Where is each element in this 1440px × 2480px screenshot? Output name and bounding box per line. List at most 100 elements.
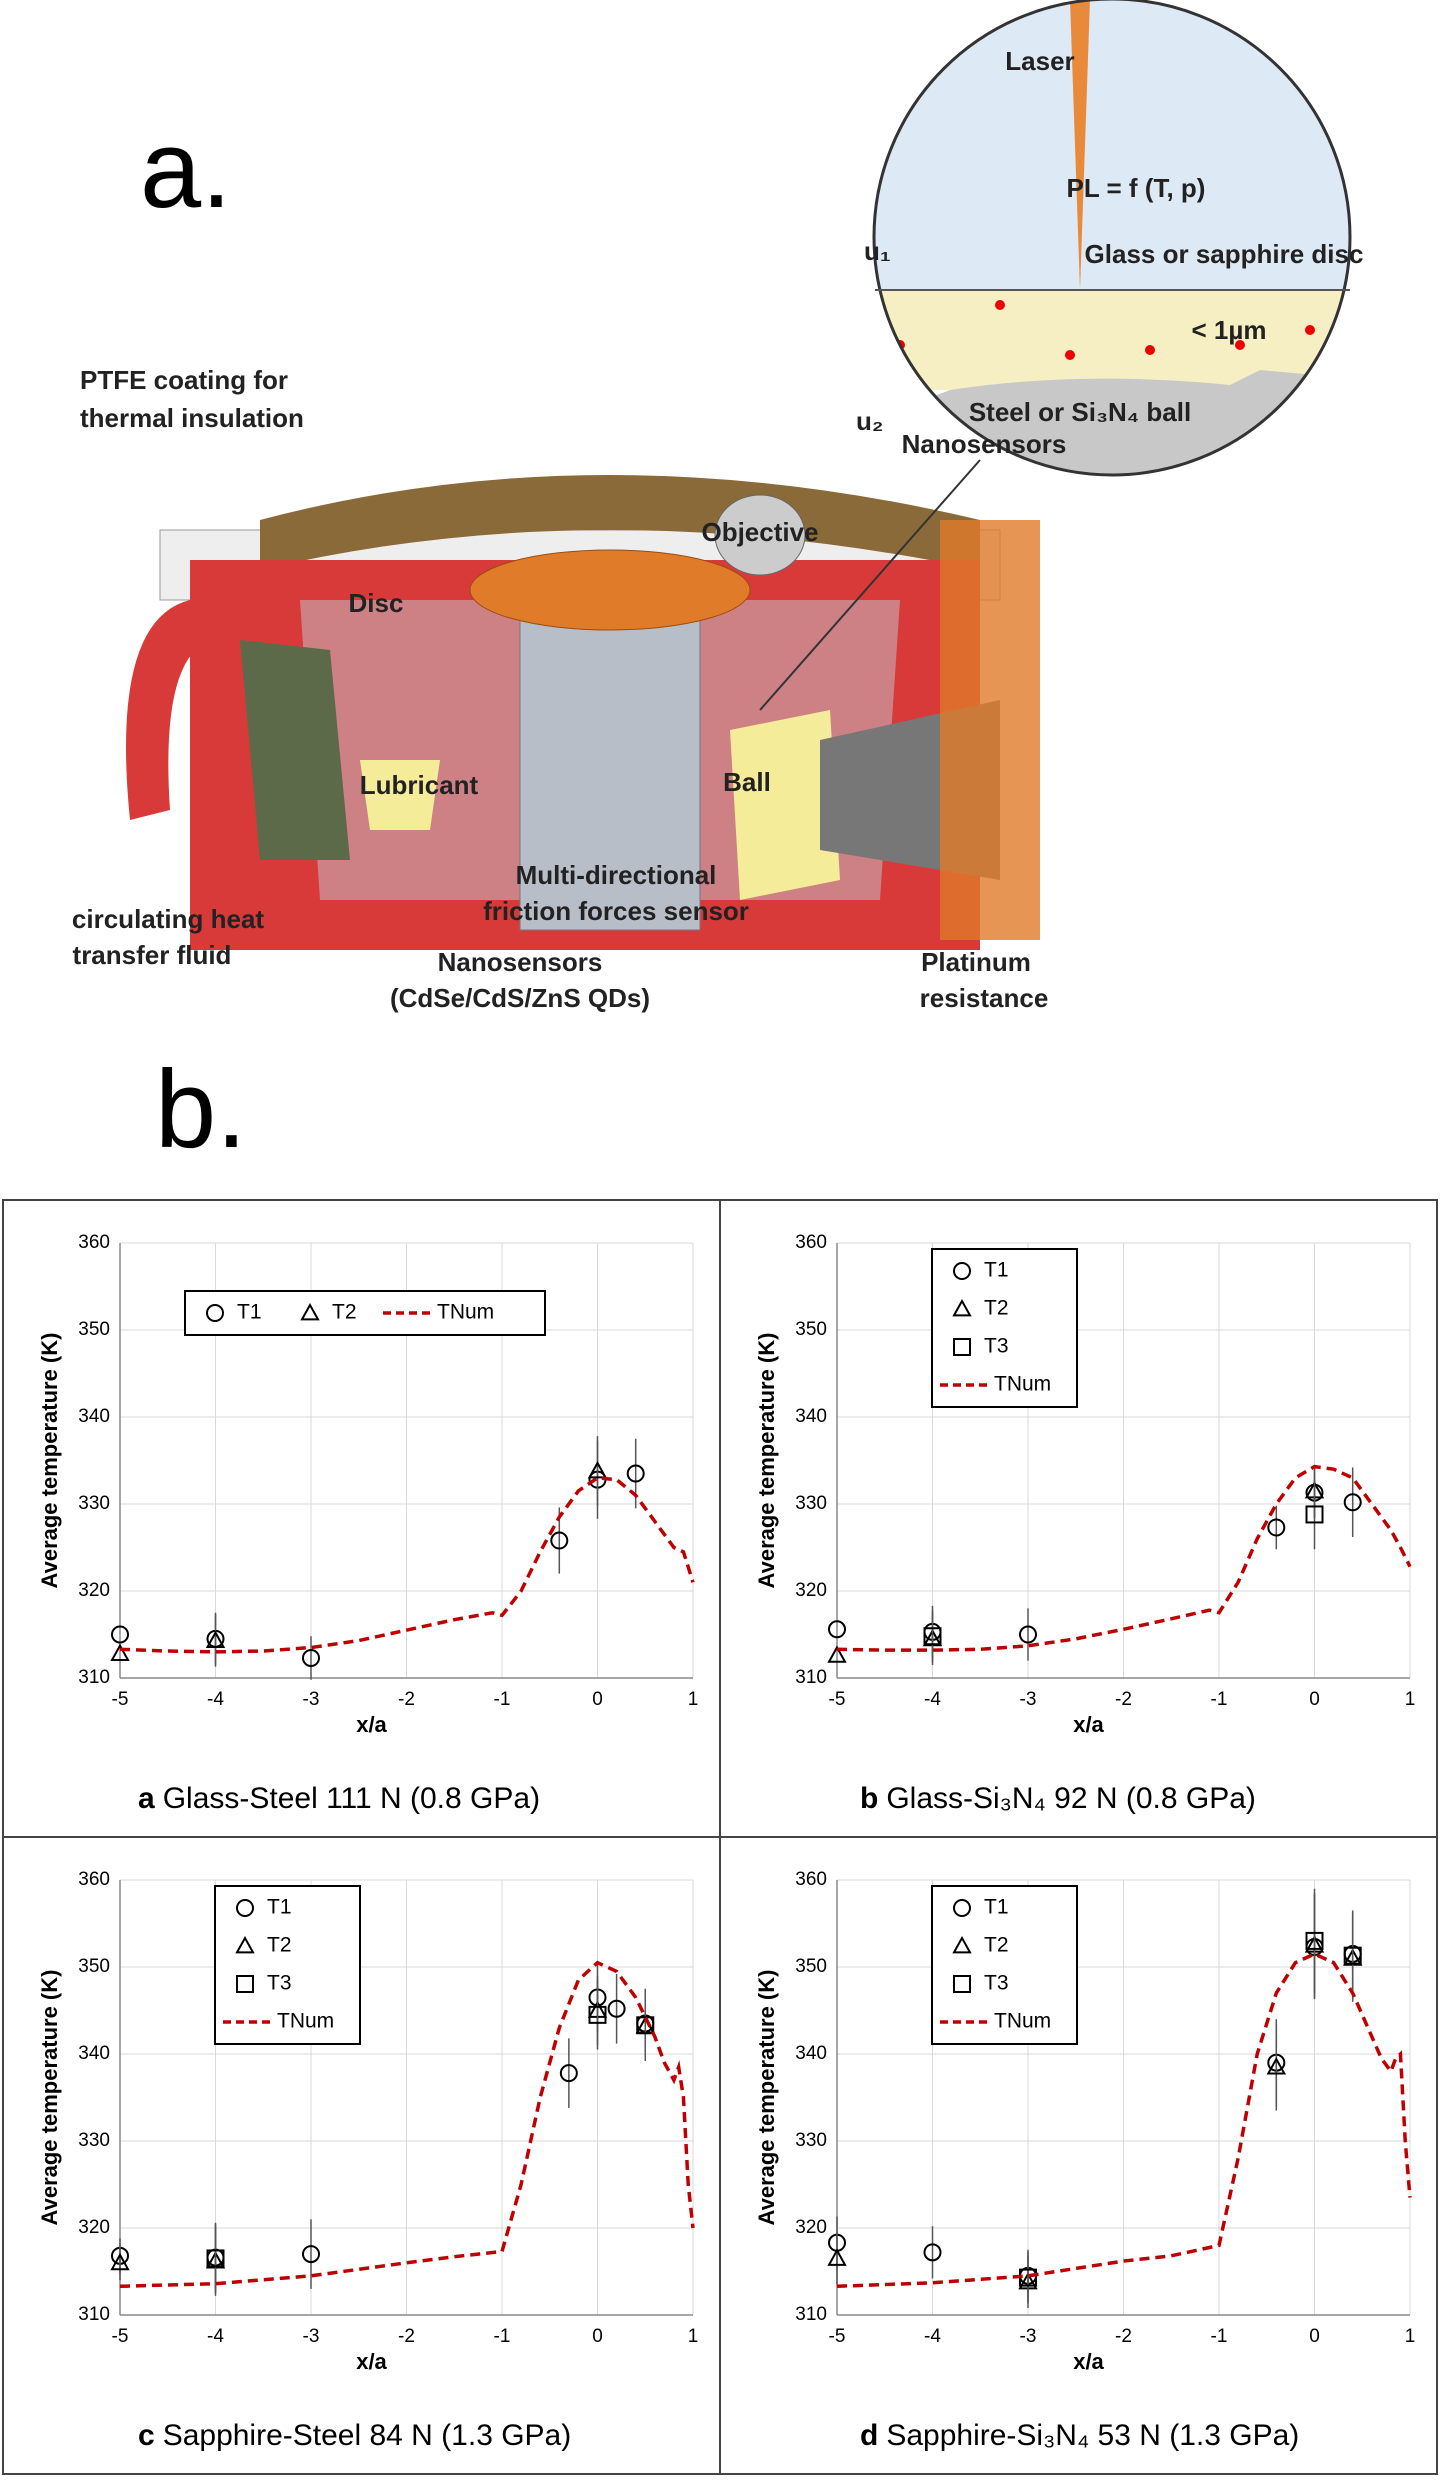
marker-square: [1305, 1505, 1324, 1524]
lubricant: [360, 760, 440, 830]
caption: d Sapphire-Si₃N₄ 53 N (1.3 GPa): [860, 2419, 1299, 2452]
legend-label: T2: [267, 1934, 292, 1957]
legend-label: T3: [267, 1972, 292, 1995]
y-tick-label: 320: [795, 1580, 827, 1601]
specimen-disc: [469, 549, 751, 631]
caption-label: a: [138, 1782, 155, 1815]
x-tick-label: -1: [494, 1689, 511, 1710]
marker-circle: [1019, 1625, 1037, 1644]
marker-triangle: [110, 1643, 130, 1662]
panel-label: b.: [155, 1048, 247, 1171]
x-tick-label: -5: [829, 2326, 846, 2347]
legend-label: T1: [984, 1896, 1009, 1919]
y-tick-label: 330: [78, 2130, 110, 2151]
caption-text: Sapphire-Si₃N₄ 53 N (1.3 GPa): [886, 2419, 1299, 2452]
x-tick-label: 0: [1309, 2326, 1320, 2347]
legend-label: T3: [984, 1335, 1009, 1358]
y-tick-label: 330: [795, 1493, 827, 1514]
y-tick-label: 310: [795, 1667, 827, 1688]
x-tick-label: 1: [1405, 1689, 1416, 1710]
marker-triangle: [827, 1645, 847, 1663]
legend-label: T1: [267, 1896, 292, 1919]
legend-label: TNum: [437, 1301, 494, 1324]
marker-triangle: [1266, 2056, 1286, 2075]
lubricant-ball: [730, 710, 840, 900]
marker-circle: [1267, 1518, 1286, 1537]
legend-marker: [236, 1899, 254, 1917]
y-tick-label: 360: [795, 1869, 827, 1890]
marker-circle: [550, 1531, 569, 1550]
x-tick-label: -2: [398, 1689, 415, 1710]
tnum-line: [836, 1464, 1412, 1652]
diagram-label: Laser: [1005, 46, 1074, 76]
x-axis-label: x/a: [356, 2349, 387, 2374]
diagram-label: resistance: [920, 983, 1049, 1013]
x-tick-label: -2: [1115, 1689, 1132, 1710]
legend-label: TNum: [994, 2010, 1051, 2033]
marker-square: [923, 1627, 942, 1646]
fluid: [240, 640, 350, 860]
diagram-label: Nanosensors: [902, 429, 1067, 459]
caption-label: b: [860, 1782, 878, 1815]
diagram-label: PTFE coating for: [80, 365, 288, 395]
diagram-label: Multi-directional: [516, 860, 717, 890]
diagram-label: Lubricant: [360, 770, 479, 800]
y-axis-label: Average temperature (K): [37, 1333, 62, 1589]
legend-marker: [952, 1298, 972, 1317]
x-tick-label: -3: [303, 2326, 320, 2347]
y-axis-label: Average temperature (K): [754, 1333, 779, 1589]
diagram-label: Ball: [723, 767, 771, 797]
diagram-label: transfer fluid: [73, 940, 232, 970]
marker-square: [1343, 1946, 1362, 1965]
legend-marker: [952, 1935, 972, 1954]
laser: [1070, 0, 1090, 290]
diagram-label: Glass or sapphire disc: [1085, 239, 1364, 269]
x-tick-label: -4: [924, 1689, 941, 1710]
diagram-label: thermal insulation: [80, 403, 304, 433]
pointer: [759, 459, 981, 711]
x-tick-label: 0: [592, 2326, 603, 2347]
legend-label: TNum: [277, 2010, 334, 2033]
x-tick-label: -5: [112, 1689, 129, 1710]
legend-label: T1: [984, 1259, 1009, 1282]
marker-triangle: [205, 1630, 226, 1648]
y-tick-label: 330: [78, 1493, 110, 1514]
x-tick-label: -2: [398, 2326, 415, 2347]
y-tick-label: 360: [795, 1232, 827, 1253]
caption-text: Glass-Steel 111 N (0.8 GPa): [163, 1782, 540, 1815]
legend-box: [931, 1248, 1078, 1408]
x-tick-label: -1: [1211, 1689, 1228, 1710]
x-tick-label: -5: [829, 1689, 846, 1710]
marker-square: [636, 2016, 655, 2035]
x-tick-label: 1: [688, 2326, 699, 2347]
y-tick-label: 350: [795, 1319, 827, 1340]
diagram-label: Platinum: [921, 947, 1031, 977]
marker-circle: [607, 1999, 626, 2018]
x-tick-label: -4: [207, 1689, 224, 1710]
y-tick-label: 360: [78, 1869, 110, 1890]
x-tick-label: -3: [303, 1689, 320, 1710]
diagram-label: Disc: [349, 588, 404, 618]
legend-marker: [953, 1975, 971, 1993]
legend-label: T2: [984, 1297, 1009, 1320]
legend-label: T1: [237, 1301, 262, 1324]
y-tick-label: 320: [78, 2217, 110, 2238]
legend-label: T2: [332, 1301, 357, 1324]
x-tick-label: 0: [592, 1689, 603, 1710]
tnum-line: [119, 1476, 695, 1654]
diagram-label: Objective: [701, 517, 818, 547]
caption: a Glass-Steel 111 N (0.8 GPa): [138, 1782, 540, 1815]
objective: [714, 494, 806, 576]
diagram-label: circulating heat: [72, 904, 264, 934]
panel-label: a.: [140, 108, 232, 231]
marker-circle: [302, 2245, 320, 2264]
marker-circle: [111, 1625, 129, 1644]
x-tick-label: -5: [112, 2326, 129, 2347]
diagram-label: Steel or Si₃N₄ ball: [969, 397, 1191, 427]
pipe: [126, 600, 210, 820]
x-tick-label: -4: [924, 2326, 941, 2347]
marker-circle: [828, 1620, 846, 1639]
legend-label: TNum: [994, 1373, 1051, 1396]
y-tick-label: 340: [78, 1406, 110, 1427]
legend-marker: [236, 1975, 254, 1993]
